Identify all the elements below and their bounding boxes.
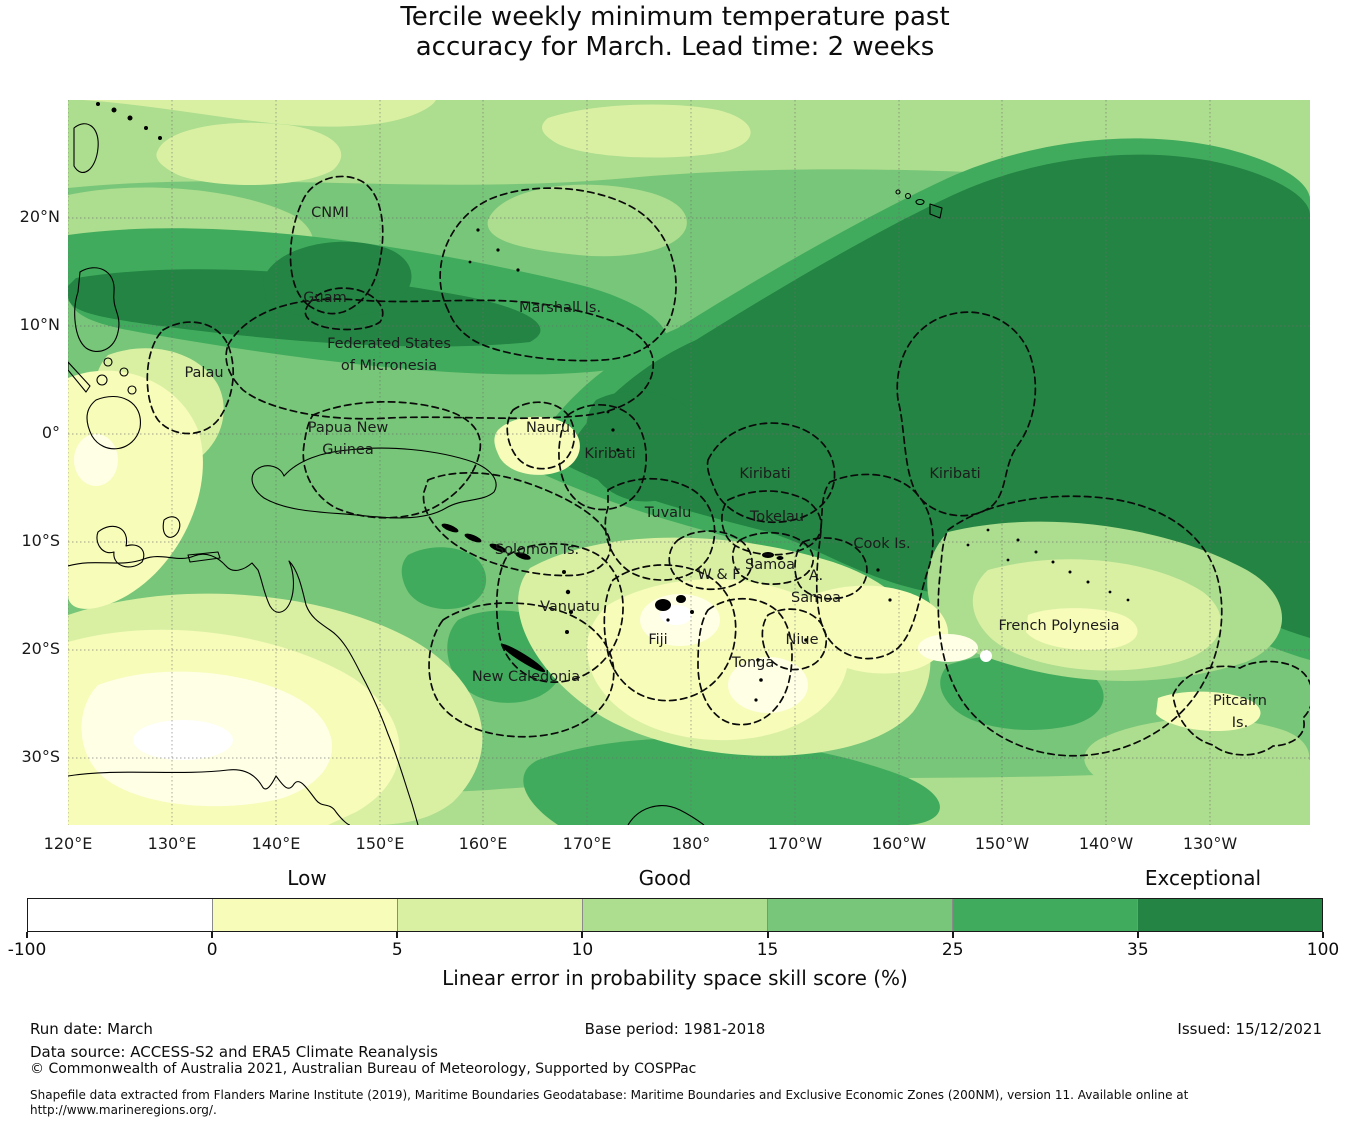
colorbar-tick-label: 100 bbox=[1306, 940, 1340, 960]
y-axis-label: 10°S bbox=[21, 531, 60, 550]
colorbar-tick-label: 35 bbox=[1127, 940, 1149, 960]
map-region-label: Kiribati bbox=[929, 466, 980, 482]
chart-title-line2: accuracy for March. Lead time: 2 weeks bbox=[415, 32, 935, 62]
shapefile-note-line2: http://www.marineregions.org/. bbox=[30, 1103, 217, 1117]
colorbar-segment bbox=[767, 899, 952, 931]
map-region-label: Kiribati bbox=[739, 466, 790, 482]
colorbar-tickmark bbox=[951, 932, 954, 938]
x-axis-label: 160°W bbox=[871, 834, 927, 853]
island-specks bbox=[96, 102, 1130, 702]
map-region-label: Cook Is. bbox=[853, 536, 910, 552]
colorbar-tick-label: 25 bbox=[941, 940, 964, 960]
x-axis-label: 130°E bbox=[147, 834, 197, 853]
colorbar-tickmark bbox=[1322, 932, 1324, 938]
map-region-label: Samoa bbox=[745, 557, 795, 573]
colorbar-segment bbox=[28, 899, 212, 931]
map-region-label: Tonga bbox=[731, 655, 775, 671]
colorbar-tickmark bbox=[766, 932, 769, 938]
copyright: © Commonwealth of Australia 2021, Austra… bbox=[30, 1061, 697, 1077]
map-region-label: French Polynesia bbox=[998, 618, 1119, 634]
map-region-label: Vanuatu bbox=[540, 599, 600, 615]
colorbar bbox=[27, 898, 1323, 932]
map-region-label: Papua New Guinea bbox=[308, 420, 389, 458]
colorbar-tickmark bbox=[396, 932, 399, 938]
colorbar-segment bbox=[952, 899, 1137, 931]
map-region-label: Federated States of Micronesia bbox=[327, 336, 451, 374]
colorbar-tickmark bbox=[211, 932, 214, 938]
gridlines bbox=[68, 100, 1310, 825]
colorbar-segment bbox=[1137, 899, 1322, 931]
colorbar-tick-label: 0 bbox=[206, 940, 218, 960]
map-canvas: CNMI Guam Marshall Is. Federated States of M… bbox=[68, 100, 1310, 825]
map-region-label: Guam bbox=[303, 290, 346, 306]
map-region-label: Fiji bbox=[648, 632, 667, 648]
eez-boundaries bbox=[146, 175, 1310, 757]
colorbar-segment bbox=[212, 899, 397, 931]
y-axis-label: 30°S bbox=[21, 747, 60, 766]
map-region-label: Palau bbox=[184, 365, 223, 381]
x-axis-label: 140°E bbox=[251, 834, 301, 853]
colorbar-tickmark bbox=[581, 932, 584, 938]
colorbar-tickmark bbox=[26, 932, 28, 938]
colorbar-tick-label: 10 bbox=[571, 940, 594, 960]
y-axis-label: 10°N bbox=[19, 315, 60, 334]
chart-title: Tercile weekly minimum temperature past … bbox=[0, 2, 1350, 62]
colorbar-tick-label: 15 bbox=[756, 940, 779, 960]
x-axis-label: 170°E bbox=[562, 834, 612, 853]
map-region-label: New Caledonia bbox=[472, 669, 580, 685]
colorbar-tick-label: -100 bbox=[7, 940, 47, 960]
map-region-label: Kiribati bbox=[584, 446, 635, 462]
colorbar-segment bbox=[397, 899, 582, 931]
map: CNMI Guam Marshall Is. Federated States of M… bbox=[68, 100, 1310, 825]
map-region-label: Tokelau bbox=[749, 509, 804, 525]
issued-date: Issued: 15/12/2021 bbox=[1177, 1020, 1322, 1038]
run-date: Run date: March bbox=[30, 1020, 153, 1038]
x-axis-label: 180° bbox=[671, 834, 711, 853]
coastlines bbox=[68, 123, 943, 825]
colorbar-caption: Linear error in probability space skill … bbox=[442, 966, 908, 990]
y-axis-label: 0° bbox=[41, 423, 60, 442]
map-region-label: CNMI bbox=[311, 205, 349, 221]
map-region-label: Niue bbox=[786, 632, 819, 648]
base-period: Base period: 1981-2018 bbox=[584, 1020, 766, 1038]
colorbar-segment bbox=[582, 899, 767, 931]
colorbar-tickmark bbox=[1136, 932, 1139, 938]
map-region-label: Pitcairn Is. bbox=[1213, 693, 1267, 731]
map-region-label: Solomon Is. bbox=[495, 542, 579, 558]
map-region-label: Marshall Is. bbox=[519, 300, 601, 316]
colorbar-qualitative-label: Good bbox=[638, 866, 692, 890]
y-axis-label: 20°S bbox=[21, 639, 60, 658]
x-axis-label: 170°W bbox=[767, 834, 823, 853]
x-axis-label: 150°E bbox=[355, 834, 405, 853]
x-axis-label: 140°W bbox=[1078, 834, 1134, 853]
region-labels: CNMI Guam Marshall Is. Federated States of M… bbox=[184, 205, 1267, 731]
map-region-label: Nauru bbox=[526, 420, 570, 436]
colorbar-qualitative-label: Exceptional bbox=[1144, 866, 1262, 890]
x-axis-label: 120°E bbox=[43, 834, 93, 853]
map-region-label: W & F bbox=[697, 567, 740, 583]
contour-fills bbox=[68, 100, 1310, 825]
shapefile-note-line1: Shapefile data extracted from Flanders M… bbox=[30, 1088, 1189, 1102]
colorbar-tick-label: 5 bbox=[391, 940, 403, 960]
chart-title-line1: Tercile weekly minimum temperature past bbox=[400, 2, 950, 32]
y-axis-label: 20°N bbox=[19, 207, 60, 226]
map-region-label: Tuvalu bbox=[644, 505, 692, 521]
colorbar-qualitative-label: Low bbox=[287, 866, 327, 890]
x-axis-label: 150°W bbox=[974, 834, 1030, 853]
x-axis-label: 130°W bbox=[1182, 834, 1238, 853]
data-source: Data source: ACCESS-S2 and ERA5 Climate … bbox=[30, 1043, 438, 1061]
map-region-label: A. Samoa bbox=[791, 568, 841, 606]
x-axis-label: 160°E bbox=[458, 834, 508, 853]
